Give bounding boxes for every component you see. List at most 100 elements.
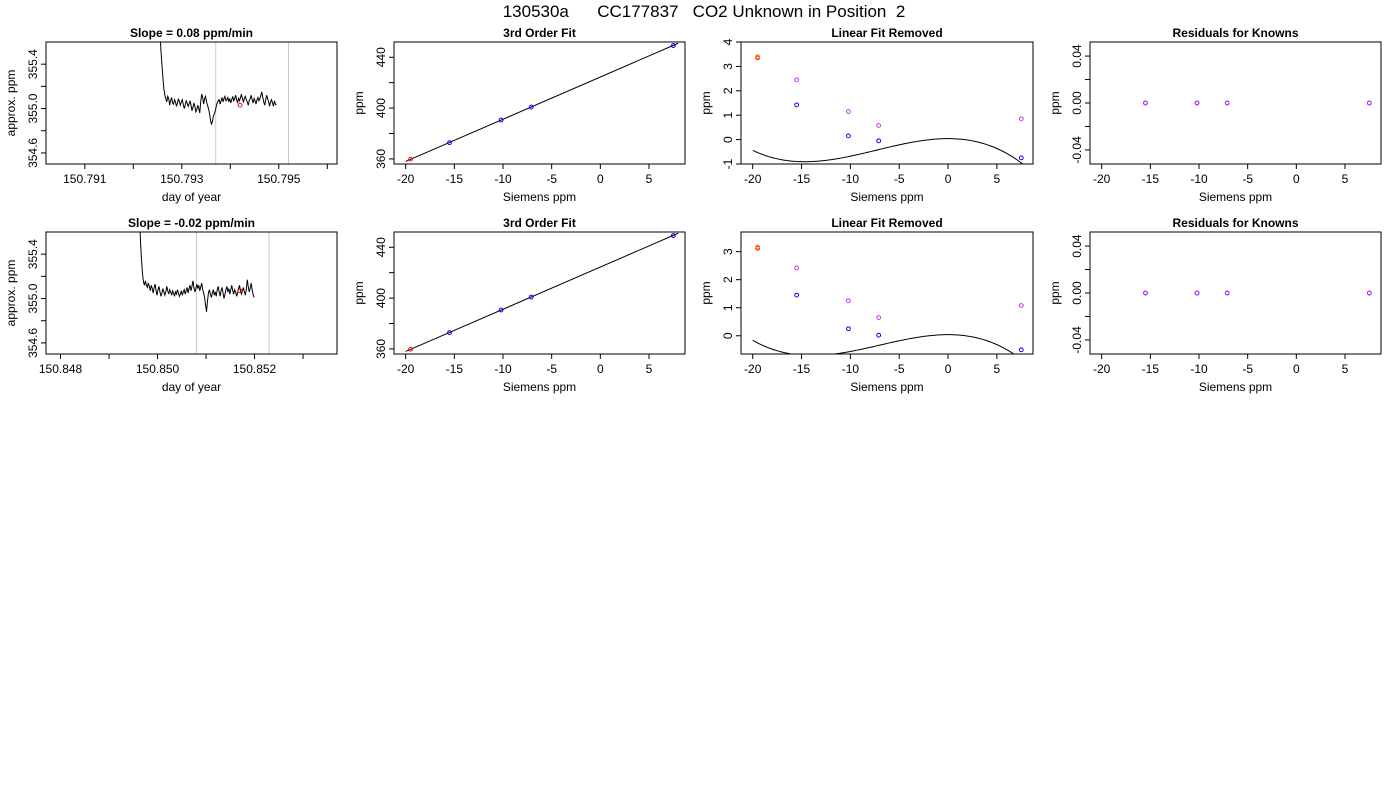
y-tick-label: 440	[374, 237, 388, 257]
y-tick-label: 355.0	[26, 283, 40, 313]
x-tick-label: 5	[1342, 172, 1349, 186]
y-tick-label: 355.4	[26, 49, 40, 79]
data-point	[498, 307, 504, 313]
x-axis-label: Siemens ppm	[850, 380, 923, 394]
x-tick-label: 0	[597, 172, 604, 186]
data-point	[1194, 290, 1200, 296]
panel-title: Slope = 0.08 ppm/min	[130, 26, 253, 40]
y-tick-label: 3	[721, 63, 735, 70]
data-point	[794, 265, 800, 271]
x-tick-label: -15	[1142, 362, 1160, 376]
data-point	[1018, 347, 1024, 353]
data-point	[846, 326, 851, 332]
plot-area	[139, 232, 255, 312]
x-tick-label: -10	[494, 172, 512, 186]
chart-panel-r1-linear-removed: Linear Fit Removed-20 -15 -10 -5 0 5-101234Si…	[699, 26, 1034, 204]
x-tick-label: -10	[1190, 362, 1208, 376]
plot-frame	[45, 41, 338, 165]
y-tick-label: 355.4	[26, 239, 40, 269]
y-tick-label: 354.6	[26, 328, 40, 358]
y-axis-label: ppm	[1048, 281, 1062, 304]
x-tick-label: -20	[1093, 172, 1111, 186]
data-point	[755, 244, 761, 250]
data-point	[1018, 155, 1024, 161]
x-tick-label: 5	[994, 362, 1001, 376]
data-point	[447, 330, 452, 336]
y-tick-label: 1	[721, 304, 735, 311]
x-axis-label: Siemens ppm	[850, 190, 923, 204]
chart-panel-r2-linear-removed: Linear Fit Removed -20 -15 -10 -5 0 5 0 1 2 3 Sieme…	[699, 216, 1034, 394]
y-tick-label: 360	[374, 149, 388, 169]
data-point	[755, 54, 761, 60]
x-tick-label: -20	[744, 362, 762, 376]
chart-panel-r1-fit: 3rd Order Fit -20 -15 -10 -5 0 5 360 400 440 Sieme…	[352, 26, 686, 204]
panel-title: Residuals for Knowns	[1172, 216, 1298, 230]
plot-frame	[740, 41, 1034, 165]
panel-title: 3rd Order Fit	[503, 216, 576, 230]
x-tick-label: -5	[546, 362, 557, 376]
panel-title: Linear Fit Removed	[831, 216, 942, 230]
x-tick-label: 5	[1342, 362, 1349, 376]
x-tick-label: -5	[894, 172, 905, 186]
data-point	[794, 102, 800, 108]
x-tick-label: -20	[397, 362, 415, 376]
plot-frame	[393, 231, 686, 355]
panel-title: Linear Fit Removed	[831, 26, 942, 40]
x-tick-label: -15	[793, 172, 811, 186]
plot-frame	[45, 231, 338, 355]
fit-curve	[752, 334, 1015, 354]
data-point	[876, 123, 882, 128]
x-tick-label: 150.848	[39, 362, 83, 376]
figure-title: 130530a CC177837 CO2 Unknown in Position…	[503, 2, 906, 21]
plot-area	[405, 232, 679, 352]
x-tick-label: 150.852	[233, 362, 277, 376]
y-axis-label: approx. ppm	[4, 260, 18, 327]
data-point	[876, 315, 882, 320]
data-point	[1143, 100, 1148, 106]
chart-panel-r1-residuals: Residuals for Knowns -20 -15 -10 -5 0 5 -0.04 0.…	[1048, 26, 1382, 204]
x-tick-label: -15	[446, 172, 464, 186]
x-tick-label: -15	[1142, 172, 1160, 186]
data-point	[528, 294, 534, 300]
data-point	[876, 138, 882, 144]
plot-area	[752, 244, 1024, 354]
x-tick-label: 5	[646, 362, 653, 376]
chart-panel-r2-timeseries: Slope = -0.02 ppm/min 150.848 150.850 150.8…	[4, 216, 338, 394]
x-axis-label: Siemens ppm	[503, 190, 576, 204]
data-point	[1194, 100, 1200, 106]
data-point	[794, 77, 800, 83]
fit-curve	[752, 138, 1024, 164]
y-tick-label: 0.04	[1070, 44, 1084, 68]
plot-frame	[393, 41, 686, 165]
y-tick-label: 0.04	[1070, 234, 1084, 258]
y-tick-label: 355.0	[26, 93, 40, 123]
series-line	[160, 42, 277, 126]
x-axis-label: Siemens ppm	[1199, 380, 1272, 394]
y-tick-label: 0.00	[1070, 91, 1084, 115]
x-tick-label: 0	[1293, 362, 1300, 376]
data-point	[670, 233, 676, 238]
data-point	[876, 332, 882, 338]
panel-title: 3rd Order Fit	[503, 26, 576, 40]
x-tick-label: -15	[793, 362, 811, 376]
x-tick-label: 0	[945, 172, 952, 186]
x-tick-label: 0	[597, 362, 604, 376]
series-line	[139, 232, 255, 312]
x-tick-label: -20	[744, 172, 762, 186]
sample-marker	[237, 288, 243, 294]
y-axis-label: ppm	[352, 91, 366, 114]
y-tick-label: 354.6	[26, 138, 40, 168]
y-tick-label: 3	[721, 248, 735, 255]
x-tick-label: 0	[945, 362, 952, 376]
y-tick-label: -0.04	[1070, 326, 1084, 354]
data-point	[408, 346, 413, 352]
data-point	[794, 292, 800, 298]
x-axis-label: day of year	[162, 380, 221, 394]
y-axis-label: ppm	[1048, 91, 1062, 114]
data-point	[846, 133, 851, 139]
x-tick-label: -15	[446, 362, 464, 376]
plot-frame	[740, 231, 1034, 355]
y-tick-label: 440	[374, 47, 388, 67]
